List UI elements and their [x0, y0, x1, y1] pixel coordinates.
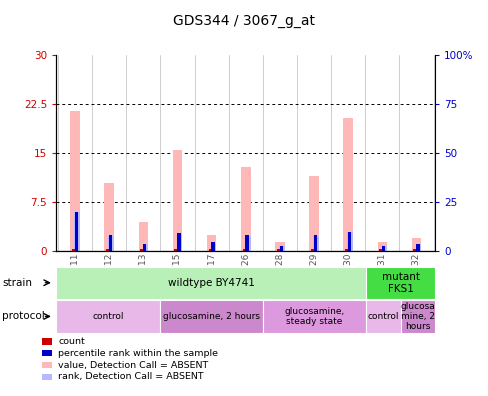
Bar [343, 118, 352, 251]
Bar [411, 238, 420, 251]
Bar [172, 150, 182, 251]
Bar [106, 249, 109, 251]
Bar [138, 222, 148, 251]
Bar [206, 235, 216, 251]
Bar [276, 249, 280, 251]
Bar [415, 244, 420, 251]
Text: mutant
FKS1: mutant FKS1 [381, 272, 419, 293]
Bar [75, 212, 78, 251]
Bar [208, 249, 211, 251]
Bar [176, 234, 182, 251]
Text: control: control [92, 312, 123, 321]
Text: strain: strain [2, 278, 32, 288]
Bar [174, 249, 178, 251]
Text: glucosamine,
steady state: glucosamine, steady state [284, 307, 344, 326]
Text: protocol: protocol [2, 311, 45, 322]
Text: rank, Detection Call = ABSENT: rank, Detection Call = ABSENT [58, 373, 203, 381]
Bar [347, 232, 350, 251]
Text: wildtype BY4741: wildtype BY4741 [167, 278, 254, 288]
Bar [275, 242, 284, 251]
Text: control: control [367, 312, 399, 321]
Bar [211, 242, 214, 251]
Bar [279, 246, 283, 251]
Bar [381, 246, 386, 251]
Bar [210, 244, 216, 251]
Text: value, Detection Call = ABSENT: value, Detection Call = ABSENT [58, 361, 208, 369]
Bar [244, 236, 250, 251]
Bar [177, 233, 180, 251]
Bar [70, 111, 80, 251]
Bar [308, 176, 318, 251]
Bar [381, 246, 385, 251]
Bar [313, 235, 316, 251]
Bar [377, 242, 386, 251]
Bar [74, 212, 80, 251]
Bar [313, 236, 318, 251]
Bar [310, 249, 314, 251]
Bar [72, 249, 75, 251]
Bar [279, 246, 284, 251]
Bar [245, 235, 248, 251]
Bar [104, 183, 114, 251]
Text: percentile rank within the sample: percentile rank within the sample [58, 349, 218, 358]
Bar [345, 249, 348, 251]
Bar [140, 249, 143, 251]
Bar [378, 249, 382, 251]
Text: glucosamine, 2 hours: glucosamine, 2 hours [163, 312, 259, 321]
Text: count: count [58, 337, 85, 346]
Bar [142, 244, 146, 251]
Bar [108, 236, 114, 251]
Bar [142, 244, 148, 251]
Bar [241, 166, 250, 251]
Bar [415, 244, 419, 251]
Bar [109, 235, 112, 251]
Bar [242, 249, 245, 251]
Text: glucosa
mine, 2
hours: glucosa mine, 2 hours [400, 301, 434, 331]
Text: GDS344 / 3067_g_at: GDS344 / 3067_g_at [173, 14, 315, 28]
Bar [412, 249, 416, 251]
Bar [347, 232, 352, 251]
